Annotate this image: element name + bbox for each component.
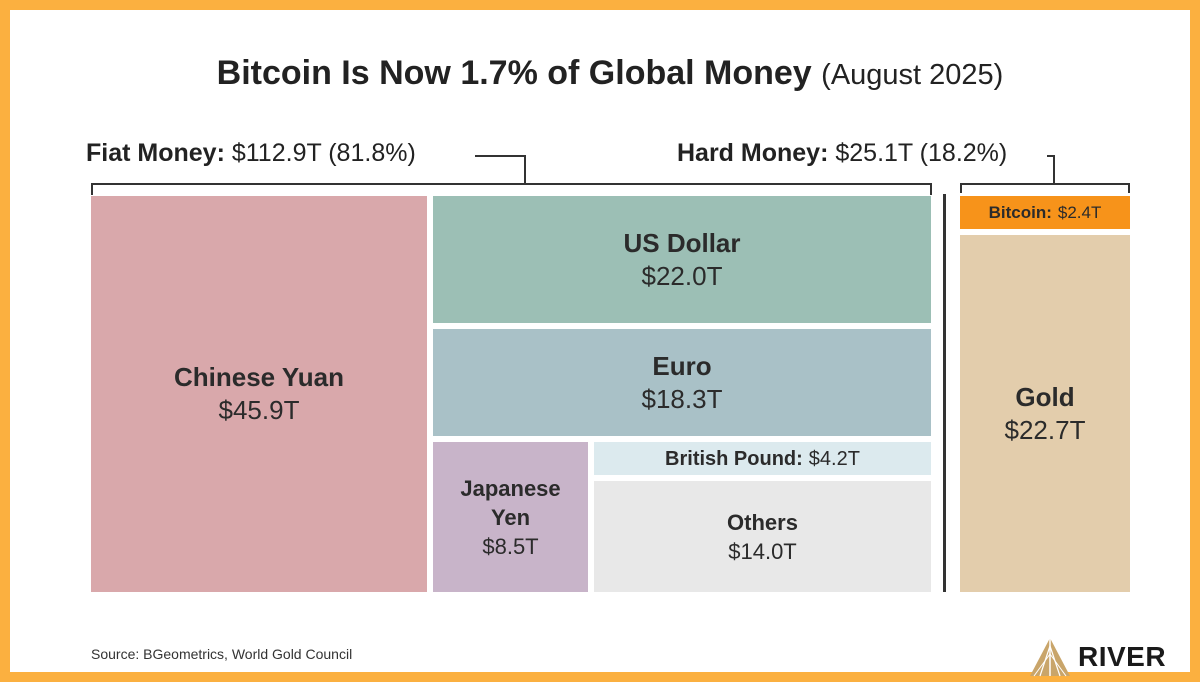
river-logo-text: RIVER [1078, 641, 1167, 672]
chart-title-main: Bitcoin Is Now 1.7% of Global Money [216, 54, 812, 92]
tile-chinese-yuan-value: $45.9T [218, 395, 300, 425]
river-logo: RIVER [1028, 636, 1166, 678]
hard-bracket-bar [960, 183, 1130, 185]
river-logo-icon [1030, 638, 1070, 677]
fiat-value: $112.9T (81.8%) [231, 139, 416, 167]
tile-gold-name: Gold [1015, 381, 1075, 412]
tile-chinese-yuan: Chinese Yuan $45.9T [91, 196, 427, 592]
tile-japanese-yen-value: $8.5T [482, 533, 539, 559]
tile-others-name: Others [727, 509, 798, 535]
tile-us-dollar-value: $22.0T [641, 260, 723, 291]
tile-bitcoin-name: Bitcoin: [988, 202, 1052, 222]
tile-others: Others $14.0T [594, 481, 931, 592]
fiat-group-label: Fiat Money: $112.9T (81.8%) [86, 139, 416, 168]
tile-bitcoin-value: $2.4T [1057, 202, 1102, 222]
tile-chinese-yuan-name: Chinese Yuan [173, 362, 345, 392]
tile-euro: Euro $18.3T [433, 329, 931, 436]
fiat-bracket-left-tick [91, 183, 93, 195]
hard-value: $25.1T (18.2%) [835, 139, 1008, 167]
tile-british-pound: British Pound: $4.2T [594, 442, 931, 475]
fiat-label: Fiat Money: [86, 139, 225, 167]
fiat-bracket-bar [91, 183, 932, 185]
fiat-bracket-drop [524, 155, 526, 184]
hard-bracket-right-tick [1128, 183, 1130, 193]
fiat-bracket-right-tick [930, 183, 932, 195]
chart-title-sub: (August 2025) [821, 59, 1004, 91]
tile-gold-value: $22.7T [1004, 414, 1086, 445]
tile-gold: Gold $22.7T [960, 235, 1130, 592]
hard-group-label: Hard Money: $25.1T (18.2%) [677, 139, 1007, 168]
tile-us-dollar: US Dollar $22.0T [433, 196, 931, 323]
tile-bitcoin: Bitcoin: $2.4T [960, 196, 1130, 229]
hard-bracket-connector [1047, 155, 1055, 157]
group-divider [943, 194, 946, 592]
tile-euro-name: Euro [652, 350, 712, 381]
tile-others-value: $14.0T [728, 538, 797, 564]
hard-bracket-left-tick [960, 183, 962, 193]
tile-british-pound-name: British Pound: [665, 447, 803, 470]
source-note: Source: BGeometrics, World Gold Council [91, 646, 353, 662]
tile-euro-value: $18.3T [641, 383, 723, 414]
hard-bracket-drop [1053, 155, 1055, 184]
tile-us-dollar-name: US Dollar [623, 227, 741, 258]
chart-title: Bitcoin Is Now 1.7% of Global Money (Aug… [10, 54, 1200, 93]
hard-label: Hard Money: [677, 139, 829, 167]
fiat-bracket-connector [475, 155, 525, 157]
tile-japanese-yen: Japanese Yen $8.5T [433, 442, 588, 592]
tile-british-pound-value: $4.2T [808, 447, 860, 470]
tile-japanese-yen-name: Japanese Yen [460, 475, 561, 530]
